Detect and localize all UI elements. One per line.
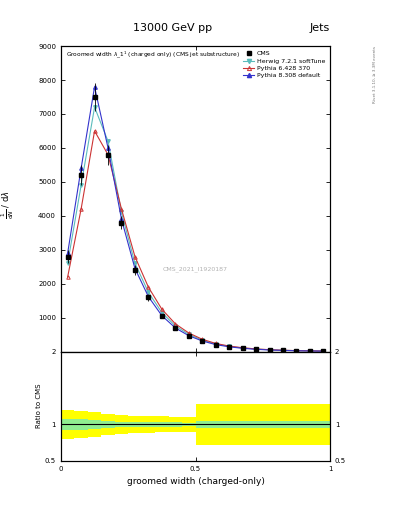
Text: CMS_2021_I1920187: CMS_2021_I1920187 [163,266,228,272]
Y-axis label: Ratio to CMS: Ratio to CMS [36,384,42,429]
Text: Rivet 3.1.10, ≥ 3.3M events: Rivet 3.1.10, ≥ 3.3M events [373,46,377,103]
Text: $\frac{1}{\mathrm{d}N}$ / $\mathrm{d}\lambda$: $\frac{1}{\mathrm{d}N}$ / $\mathrm{d}\la… [0,190,16,219]
Text: Groomed width $\lambda\_1^1$ (charged only) (CMS jet substructure): Groomed width $\lambda\_1^1$ (charged on… [66,49,241,60]
Legend: CMS, Herwig 7.2.1 softTune, Pythia 6.428 370, Pythia 8.308 default: CMS, Herwig 7.2.1 softTune, Pythia 6.428… [241,49,327,80]
X-axis label: groomed width (charged-only): groomed width (charged-only) [127,477,264,486]
Text: Jets: Jets [310,23,330,33]
Text: 13000 GeV pp: 13000 GeV pp [133,23,213,33]
